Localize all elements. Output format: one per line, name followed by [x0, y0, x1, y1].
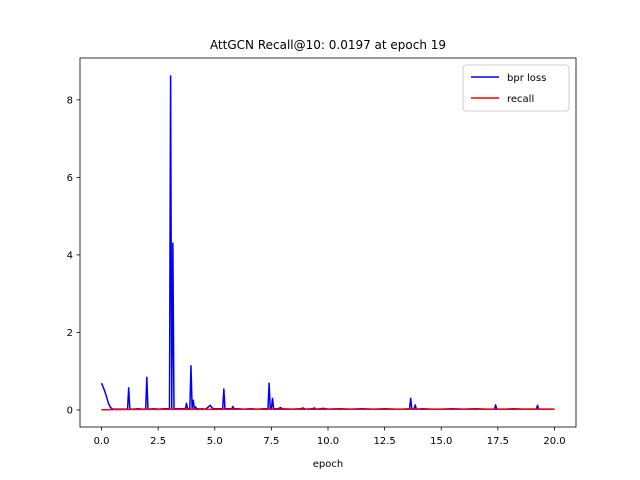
x-tick-label: 15.0	[430, 436, 452, 447]
x-tick-label: 17.5	[487, 436, 509, 447]
x-tick-label: 5.0	[207, 436, 223, 447]
chart-title: AttGCN Recall@10: 0.0197 at epoch 19	[210, 38, 446, 52]
x-tick-label: 2.5	[150, 436, 166, 447]
x-tick-label: 20.0	[543, 436, 565, 447]
axes: 0.0 2.5 5.0 7.5 10.0 12.5 15.0 17.5 20.0 0 2 4 6 8	[67, 57, 577, 447]
legend: bpr loss recall	[462, 64, 570, 112]
x-tick-label: 12.5	[373, 436, 395, 447]
y-tick-label: 0	[67, 405, 73, 416]
x-tick-label: 0.0	[94, 436, 110, 447]
plot-area	[100, 75, 555, 411]
legend-label-1: recall	[507, 94, 534, 105]
y-tick-label: 6	[67, 173, 73, 184]
x-tick-label: 7.5	[263, 436, 279, 447]
y-tick-label: 2	[67, 328, 73, 339]
legend-label-0: bpr loss	[507, 73, 546, 84]
y-tick-label: 8	[67, 95, 73, 106]
series-line-1	[101, 408, 555, 411]
x-axis-label: epoch	[313, 459, 343, 470]
y-tick-label: 4	[67, 250, 73, 261]
x-tick-label: 10.0	[317, 436, 339, 447]
